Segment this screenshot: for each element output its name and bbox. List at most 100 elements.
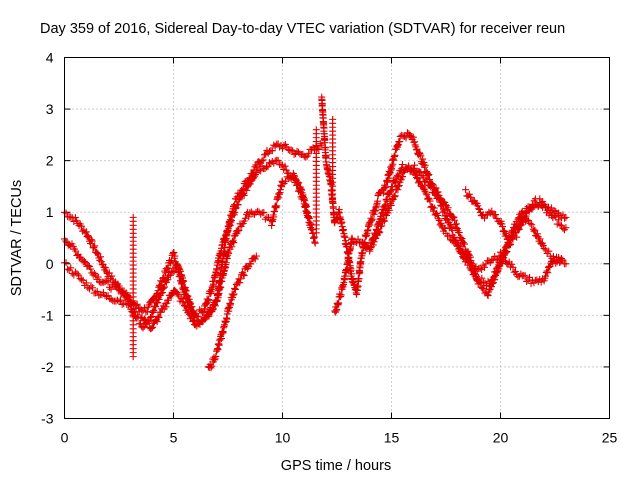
data-point (479, 278, 487, 286)
data-point (188, 313, 196, 321)
data-point (435, 194, 443, 202)
data-point (102, 268, 110, 276)
data-point (546, 208, 554, 216)
data-point (270, 141, 278, 149)
data-point (521, 272, 529, 280)
data-point (300, 196, 308, 204)
data-point (231, 208, 239, 216)
data-point (62, 237, 70, 245)
data-point (511, 267, 519, 275)
tick-labels: 0 5 10 15 20 25 -3 -2 -1 0 1 2 3 4 (41, 50, 617, 446)
data-point (444, 204, 452, 212)
data-point (149, 323, 157, 331)
data-point (391, 178, 399, 186)
data-point (82, 279, 90, 287)
data-point (528, 205, 536, 213)
data-point (197, 307, 205, 315)
grid-lines (64, 57, 610, 419)
data-point (96, 256, 104, 264)
data-point (302, 200, 310, 208)
data-point (557, 255, 565, 263)
data-point (462, 186, 470, 194)
data-point (411, 170, 419, 178)
data-point (67, 264, 75, 272)
data-point (503, 248, 511, 256)
data-point (458, 247, 466, 255)
data-point (234, 201, 242, 209)
data-point (316, 140, 324, 148)
data-point (410, 167, 418, 175)
data-point (164, 264, 172, 272)
data-point (376, 228, 384, 236)
data-point (148, 313, 156, 321)
data-point (419, 173, 427, 181)
data-point (426, 197, 434, 205)
data-point (62, 259, 70, 267)
y-tick-label: 3 (46, 101, 54, 117)
data-point (80, 257, 88, 265)
data-point (67, 213, 75, 221)
data-point (387, 201, 395, 209)
data-point (438, 202, 446, 210)
data-point (499, 223, 507, 231)
data-point (302, 153, 310, 161)
data-point (124, 292, 132, 300)
data-point (281, 162, 289, 170)
data-point (499, 257, 507, 265)
spike-point (129, 213, 137, 221)
data-point (243, 186, 251, 194)
data-point (91, 242, 99, 250)
data-point (335, 299, 343, 307)
data-point (337, 291, 345, 299)
data-point (228, 217, 236, 225)
data-point (265, 159, 273, 167)
data-point (542, 246, 550, 254)
data-point (82, 228, 90, 236)
data-point (104, 292, 112, 300)
data-point (385, 206, 393, 214)
data-point (393, 172, 401, 180)
data-point (251, 255, 259, 263)
data-point (422, 189, 430, 197)
y-tick-label: -1 (41, 307, 54, 323)
data-point (425, 170, 433, 178)
data-point (398, 131, 406, 139)
data-point (341, 275, 349, 283)
data-point (441, 225, 449, 233)
data-point (429, 203, 437, 211)
spike-point (312, 126, 320, 134)
data-point (453, 236, 461, 244)
data-point (528, 221, 536, 229)
data-point (368, 217, 376, 225)
data-point (183, 291, 191, 299)
data-point (77, 222, 85, 230)
data-point (132, 304, 140, 312)
data-point (476, 205, 484, 213)
data-point (367, 243, 375, 251)
data-point (451, 216, 459, 224)
data-point (296, 185, 304, 193)
data-point (261, 215, 269, 223)
data-point (434, 211, 442, 219)
data-point (187, 312, 195, 320)
data-point (440, 207, 448, 215)
data-point (251, 172, 259, 180)
data-point (143, 319, 151, 327)
data-point (481, 214, 489, 222)
data-point (560, 214, 568, 222)
data-point (160, 283, 168, 291)
data-point (115, 297, 123, 305)
data-point (228, 243, 236, 251)
data-point (240, 191, 248, 199)
data-point (260, 151, 268, 159)
data-point (555, 216, 563, 224)
y-tick-label: 1 (46, 204, 54, 220)
data-point (388, 183, 396, 191)
data-point (232, 205, 240, 213)
data-point (87, 265, 95, 273)
data-point (140, 304, 148, 312)
data-point (322, 152, 330, 160)
y-tick-label: 2 (46, 153, 54, 169)
data-point (110, 281, 118, 289)
data-point (391, 192, 399, 200)
